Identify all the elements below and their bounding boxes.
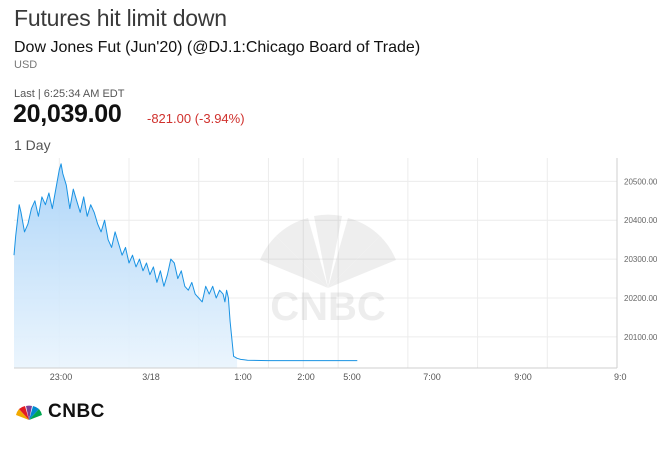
y-tick-label: 20200.00	[624, 294, 658, 303]
x-tick-label: 7:00	[423, 372, 441, 380]
price-area	[13, 163, 358, 368]
price-chart: CNBC 20500.00 20400.00 20300.00 20200.00 201…	[13, 158, 658, 380]
peacock-icon	[16, 405, 42, 420]
x-tick-label: 2:00	[297, 372, 315, 380]
y-tick-label: 20500.00	[624, 177, 658, 186]
y-tick-label: 20300.00	[624, 255, 658, 264]
x-tick-label: 9:00	[514, 372, 532, 380]
x-tick-label: 5:00	[343, 372, 361, 380]
cnbc-watermark: CNBC	[260, 214, 396, 329]
x-tick-label: 3/18	[142, 372, 160, 380]
last-trade-label: Last | 6:25:34 AM EDT	[14, 88, 125, 100]
instrument-name: Dow Jones Fut (Jun'20) (@DJ.1:Chicago Bo…	[14, 39, 421, 56]
price-line	[13, 163, 358, 362]
y-tick-label: 20400.00	[624, 216, 658, 225]
x-tick-label: 9:0	[614, 372, 627, 380]
last-price: 20,039.00	[13, 100, 122, 128]
price-change: -821.00 (-3.94%)	[147, 111, 245, 126]
x-tick-label: 23:00	[50, 372, 73, 380]
watermark-text: CNBC	[270, 285, 386, 329]
currency-label: USD	[14, 59, 38, 71]
chart-grid	[14, 158, 618, 368]
chart-axes: 20500.00 20400.00 20300.00 20200.00 20100.00…	[14, 158, 658, 380]
peacock-watermark-icon	[260, 214, 396, 288]
brand-name: CNBC	[48, 401, 105, 422]
y-tick-label: 20100.00	[624, 333, 658, 342]
price-area-fill	[14, 163, 238, 368]
x-tick-label: 1:00	[234, 372, 252, 380]
cnbc-logo: CNBC	[14, 401, 105, 423]
headline: Futures hit limit down	[14, 5, 227, 31]
period-label: 1 Day	[14, 137, 51, 153]
